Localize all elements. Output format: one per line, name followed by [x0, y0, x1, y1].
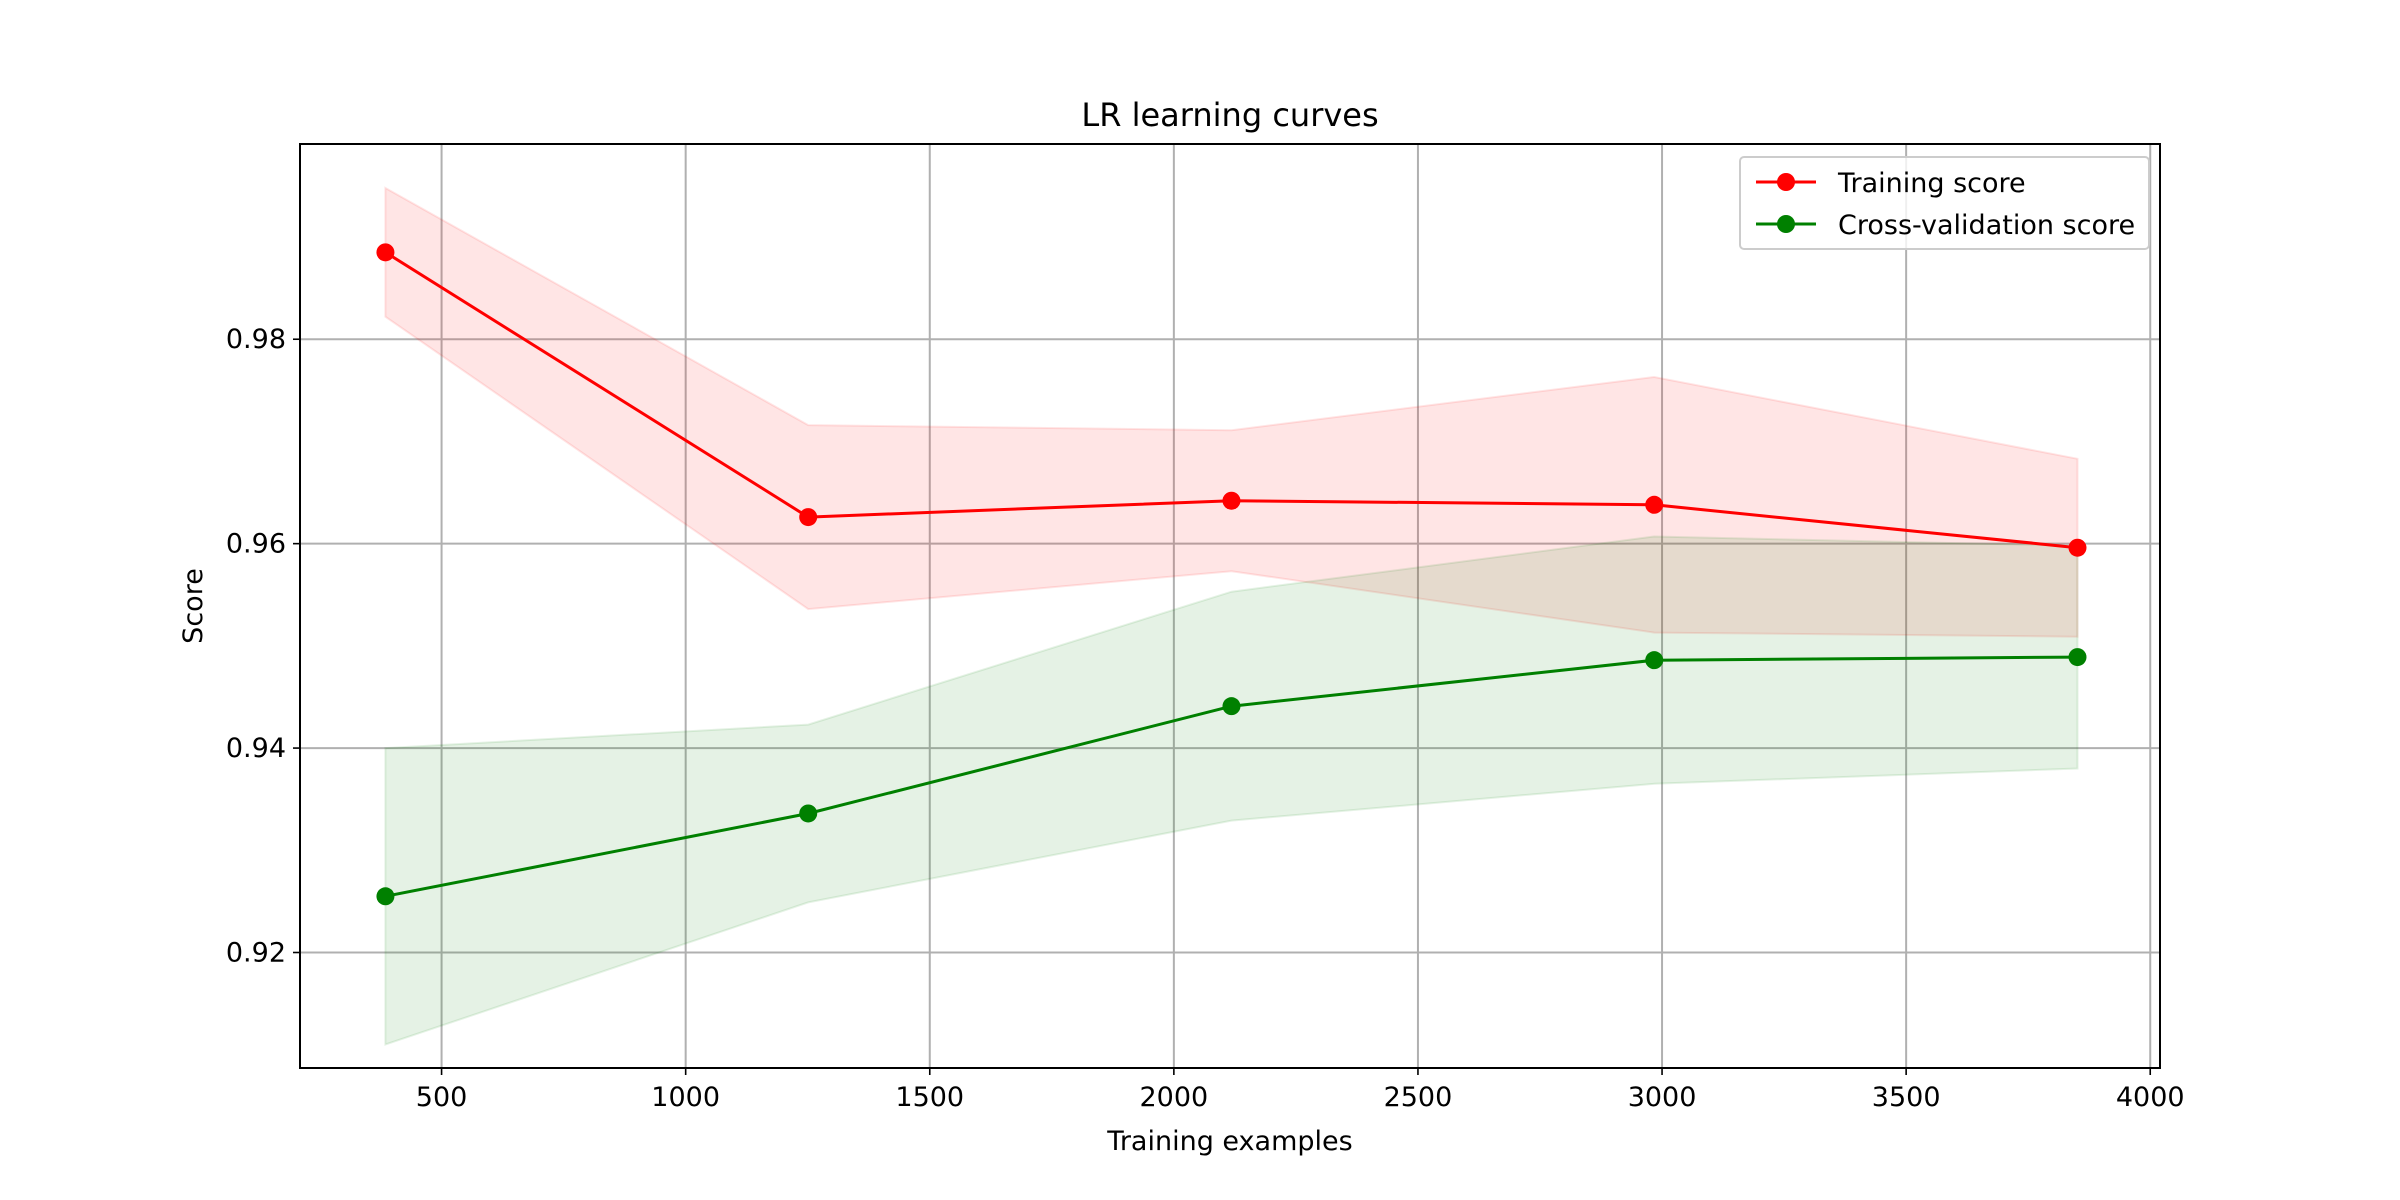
legend-box	[1739, 156, 2150, 250]
plot-frame	[299, 143, 2161, 1069]
legend: Training score Cross-validation score	[1739, 156, 2150, 250]
x-axis-label: Training examples	[1106, 1126, 1352, 1157]
tick-layer: 500 1000 1500 2000 2500 3000 3500 4000 0.92 0.94 0…	[226, 324, 2185, 1113]
data-point	[376, 243, 395, 262]
y-tick-label: 0.96	[226, 529, 286, 560]
x-tick-label: 1000	[651, 1082, 720, 1113]
chart-title: LR learning curves	[1081, 96, 1378, 134]
data-point	[1645, 651, 1664, 670]
data-point	[799, 804, 818, 823]
data-point	[1222, 491, 1241, 510]
legend-label-0: Training score	[1837, 168, 2026, 199]
data-point	[376, 887, 395, 906]
x-tick-label: 2500	[1384, 1082, 1453, 1113]
grid-layer	[300, 144, 2160, 1068]
x-tick-label: 1500	[895, 1082, 964, 1113]
legend-label-1: Cross-validation score	[1838, 210, 2135, 241]
y-tick-label: 0.92	[226, 938, 286, 969]
y-tick-label: 0.98	[226, 324, 286, 355]
data-point	[2068, 538, 2087, 557]
y-tick-label: 0.94	[226, 733, 286, 764]
legend-marker-0	[1777, 173, 1795, 191]
plot-area-background	[300, 144, 2160, 1068]
series-marker-layer	[376, 243, 2087, 906]
data-point	[2068, 648, 2087, 667]
y-axis-label: Score	[178, 568, 209, 644]
x-tick-label: 2000	[1139, 1082, 1208, 1113]
data-point	[799, 508, 818, 527]
data-point	[1645, 495, 1664, 514]
x-tick-label: 4000	[2116, 1082, 2185, 1113]
legend-marker-1	[1777, 215, 1795, 233]
x-tick-label: 500	[416, 1082, 468, 1113]
data-point	[1222, 697, 1241, 716]
x-tick-label: 3500	[1872, 1082, 1941, 1113]
x-tick-label: 3000	[1628, 1082, 1697, 1113]
